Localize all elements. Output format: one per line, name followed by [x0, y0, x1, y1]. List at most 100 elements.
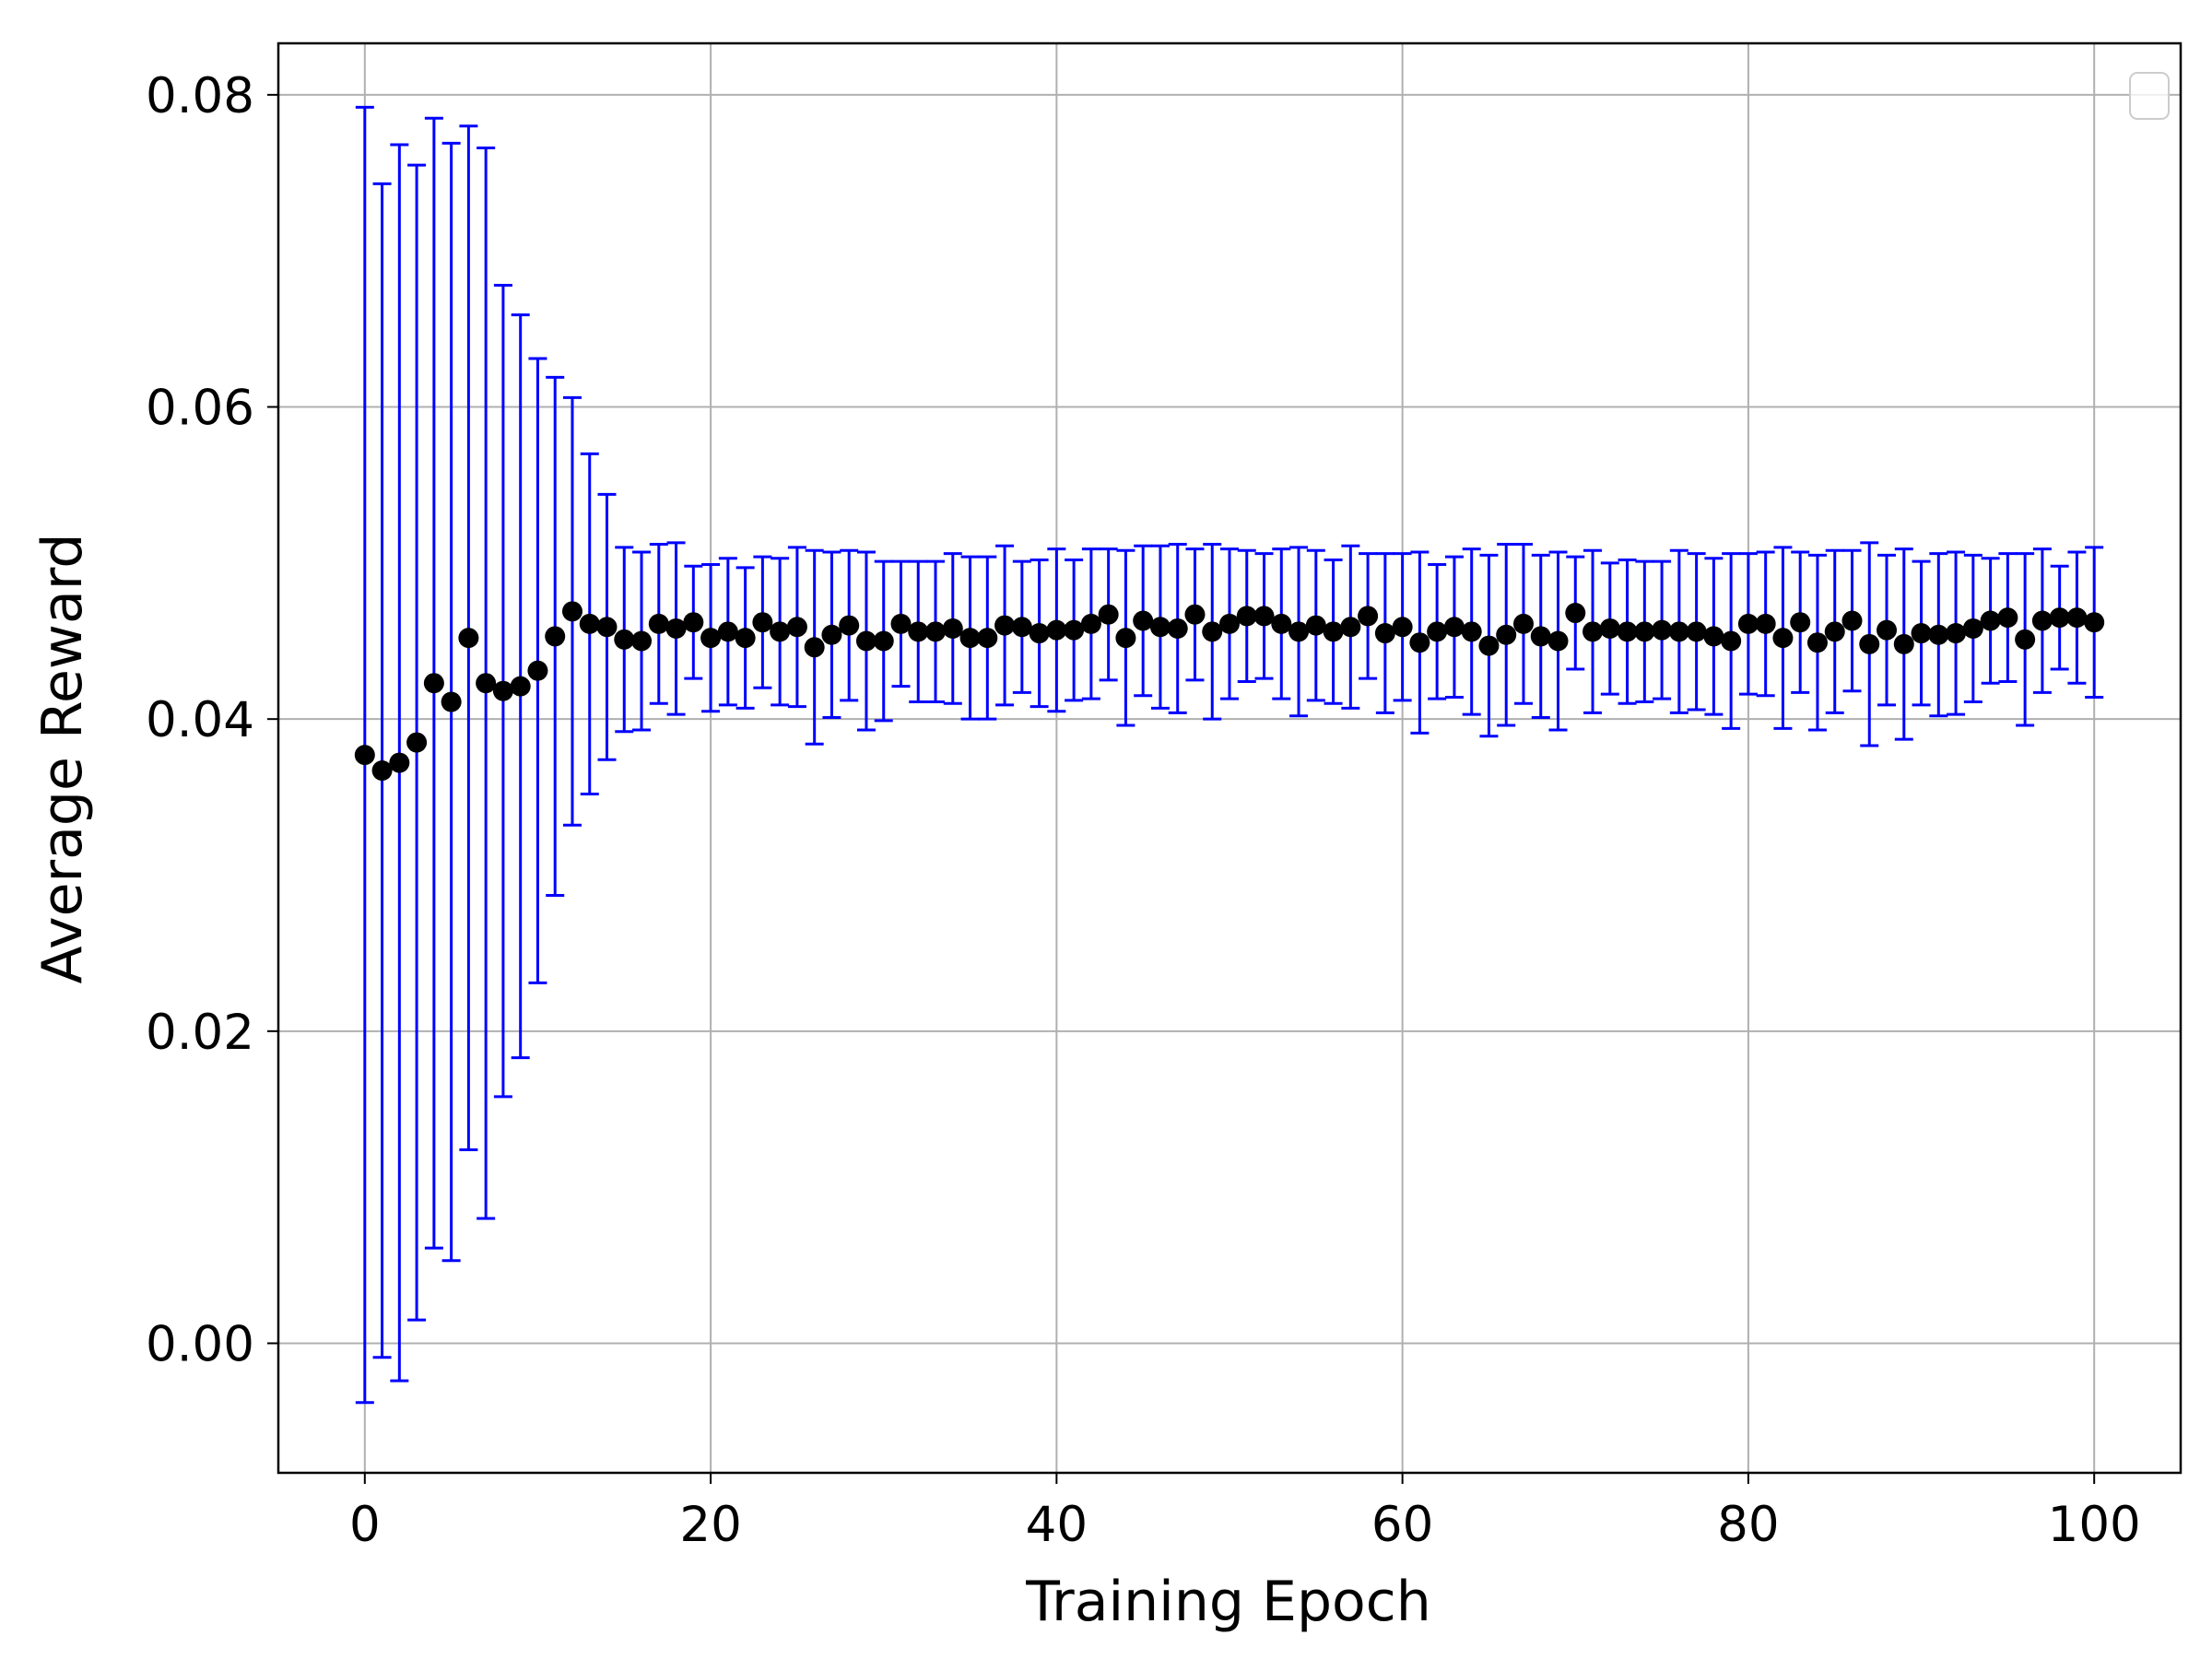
data-point — [1288, 621, 1310, 642]
data-point — [1997, 607, 2018, 629]
data-point — [994, 615, 1016, 636]
data-point — [458, 628, 479, 649]
x-tick-label: 0 — [349, 1497, 381, 1553]
data-point — [1149, 617, 1171, 638]
data-point — [406, 732, 428, 753]
data-point — [925, 621, 947, 642]
data-point — [1617, 621, 1638, 642]
data-point — [1167, 618, 1188, 639]
data-point — [1374, 623, 1395, 644]
data-point — [1115, 628, 1136, 649]
data-point — [1478, 635, 1500, 656]
data-point — [354, 745, 375, 766]
data-point — [371, 760, 393, 782]
axis-ticks: 0 20 40 60 80 100 0.00 0.02 0.04 0.06 0.08 — [146, 68, 2141, 1553]
x-tick-label: 60 — [1371, 1497, 1433, 1553]
data-point — [1824, 621, 1845, 642]
data-point — [804, 637, 825, 658]
data-point — [1859, 633, 1880, 654]
data-point — [2084, 612, 2105, 633]
data-point — [683, 612, 704, 633]
data-point — [1253, 606, 1275, 627]
data-point — [596, 617, 618, 638]
data-point — [1202, 621, 1223, 642]
data-point — [1790, 612, 1811, 633]
data-point — [1565, 603, 1586, 624]
data-points — [354, 601, 2105, 782]
data-point — [1080, 613, 1101, 634]
data-point — [1806, 632, 1828, 653]
data-point — [1011, 617, 1032, 638]
data-point — [2031, 610, 2053, 631]
data-point — [1219, 613, 1240, 634]
data-point — [1980, 610, 2001, 631]
data-point — [423, 673, 444, 694]
data-point — [631, 630, 653, 652]
data-point — [1064, 619, 1085, 641]
data-point — [389, 752, 410, 773]
data-point — [1461, 621, 1482, 642]
data-point — [1512, 613, 1534, 634]
data-point — [855, 630, 877, 652]
x-tick-label: 80 — [1717, 1497, 1779, 1553]
data-point — [1236, 606, 1257, 627]
data-point — [492, 680, 513, 701]
data-point — [942, 618, 963, 639]
data-point — [1652, 619, 1673, 641]
data-point — [700, 628, 722, 649]
data-point — [1098, 604, 1119, 625]
legend-box — [2129, 72, 2170, 120]
data-point — [1772, 628, 1794, 649]
data-point — [1358, 606, 1379, 627]
data-point — [1496, 624, 1517, 645]
data-point — [648, 613, 669, 634]
data-point — [510, 676, 531, 697]
data-point — [1721, 630, 1742, 652]
data-point — [839, 615, 860, 636]
data-point — [1305, 615, 1326, 636]
data-point — [665, 618, 687, 639]
plot-frame — [276, 41, 2183, 1475]
data-point — [561, 601, 582, 622]
data-point — [527, 660, 548, 681]
x-tick-label: 40 — [1026, 1497, 1088, 1553]
data-point — [579, 613, 600, 634]
data-point — [959, 628, 981, 649]
data-point — [1877, 619, 1898, 641]
data-point — [717, 621, 738, 642]
y-tick-label: 0.00 — [146, 1316, 254, 1372]
data-point — [1928, 624, 1949, 645]
data-point — [735, 628, 756, 649]
data-point — [1340, 617, 1361, 638]
data-point — [873, 630, 894, 652]
data-point — [908, 621, 929, 642]
data-point — [890, 613, 912, 634]
data-point — [770, 621, 791, 642]
data-point — [2015, 629, 2036, 650]
data-point — [752, 612, 773, 633]
data-point — [1184, 604, 1206, 625]
data-point — [1599, 618, 1620, 639]
x-tick-label: 100 — [2048, 1497, 2141, 1553]
data-point — [1046, 619, 1067, 641]
data-point — [1409, 632, 1430, 653]
data-point — [614, 629, 635, 650]
data-point — [1841, 610, 1863, 631]
legend — [2129, 72, 2170, 120]
data-point — [1271, 613, 1292, 634]
data-point — [1029, 623, 1050, 644]
x-axis-title: Training Epoch — [1025, 1570, 1431, 1634]
data-point — [1530, 626, 1551, 647]
data-point — [1686, 621, 1707, 642]
data-point — [977, 628, 998, 649]
data-point — [1703, 626, 1724, 647]
y-tick-label: 0.04 — [146, 692, 254, 748]
data-point — [786, 617, 807, 638]
y-axis-title: Average Reward — [30, 534, 95, 984]
data-point — [1583, 621, 1604, 642]
data-point — [1392, 617, 1413, 638]
data-point — [1323, 621, 1344, 642]
data-point — [1911, 623, 1932, 644]
